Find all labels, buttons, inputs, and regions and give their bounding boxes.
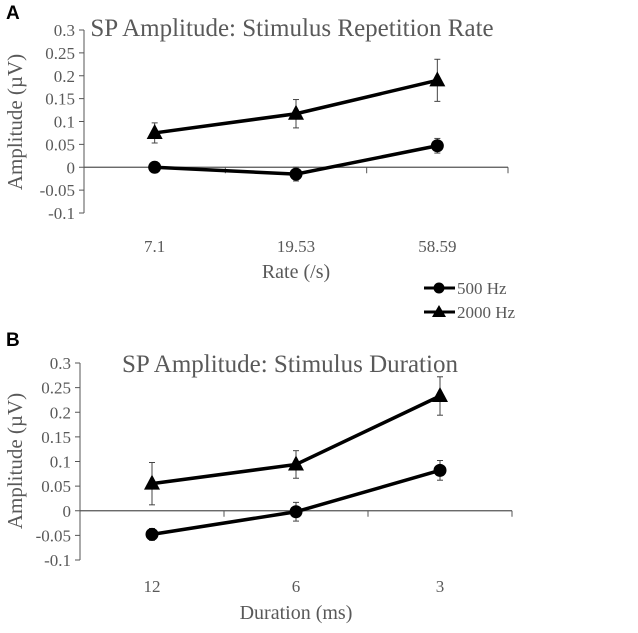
- data-point: [430, 139, 444, 153]
- y-tick-label: 0.25: [41, 379, 71, 398]
- y-tick-label: 0.1: [50, 453, 71, 472]
- data-point: [289, 505, 303, 519]
- legend-marker-circle: [433, 282, 445, 294]
- series-500-hz: [148, 137, 444, 182]
- data-point: [144, 474, 160, 490]
- y-tick-label: 0.3: [54, 21, 75, 40]
- y-tick-label: -0.1: [48, 204, 75, 223]
- chart-panel-b: SP Amplitude: Stimulus Duration 0.3 0.25 0.…: [3, 351, 513, 624]
- chart-title: SP Amplitude: Stimulus Repetition Rate: [90, 15, 493, 42]
- y-tick-label: -0.1: [44, 551, 71, 570]
- data-point: [288, 455, 304, 471]
- chart-panel-a: SP Amplitude: Stimulus Repetition Rate 0.…: [3, 15, 509, 283]
- y-tick-label: 0.25: [45, 44, 75, 63]
- data-point: [146, 123, 163, 139]
- data-point: [289, 167, 303, 181]
- x-tick-label: 58.59: [418, 237, 456, 256]
- y-tick-label: 0: [63, 502, 72, 521]
- y-tick-label: 0: [67, 158, 76, 177]
- y-tick-label: 0.05: [41, 477, 71, 496]
- legend: 500 Hz 2000 Hz: [424, 279, 516, 322]
- legend-label-500: 500 Hz: [457, 279, 507, 298]
- series-2000-hz: [144, 376, 448, 506]
- x-tick-label: 7.1: [144, 237, 165, 256]
- y-axis-label: Amplitude (µV): [3, 393, 27, 529]
- y-tick-label: 0.1: [54, 113, 75, 132]
- y-tick-label: 0.15: [41, 428, 71, 447]
- y-tick-label: 0.05: [45, 135, 75, 154]
- series-2000-hz: [146, 58, 446, 144]
- series-500-hz: [145, 460, 447, 541]
- x-tick-label: 12: [144, 577, 161, 596]
- x-tick-label: 6: [292, 577, 301, 596]
- y-axis-label: Amplitude (µV): [3, 54, 27, 190]
- data-point: [148, 160, 162, 174]
- y-tick-label: 0.3: [50, 354, 71, 373]
- data-point: [429, 71, 446, 87]
- y-tick-label: 0.2: [50, 403, 71, 422]
- data-point: [432, 386, 448, 402]
- y-tick-label: 0.2: [54, 67, 75, 86]
- y-tick-label: -0.05: [40, 181, 75, 200]
- y-tick-label: 0.15: [45, 90, 75, 109]
- data-point: [145, 527, 159, 541]
- x-axis-label: Rate (/s): [262, 261, 330, 283]
- panel-label-b: B: [6, 330, 20, 351]
- data-point: [288, 104, 304, 120]
- legend-label-2000: 2000 Hz: [457, 303, 516, 322]
- y-tick-label: -0.05: [36, 526, 71, 545]
- x-axis-label: Duration (ms): [240, 602, 353, 624]
- chart-title: SP Amplitude: Stimulus Duration: [122, 351, 458, 378]
- legend-marker-triangle: [432, 305, 446, 317]
- x-tick-label: 19.53: [277, 237, 315, 256]
- panel-label-a: A: [6, 3, 20, 24]
- x-tick-label: 3: [436, 577, 445, 596]
- data-point: [433, 463, 447, 477]
